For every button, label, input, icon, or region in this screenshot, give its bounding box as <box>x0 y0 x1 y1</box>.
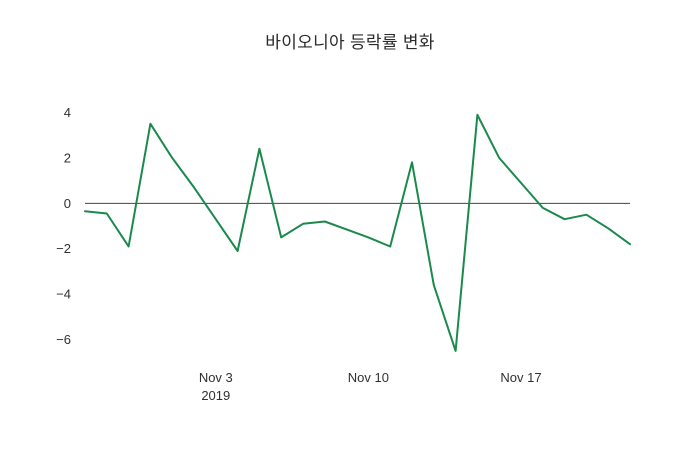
y-axis-tick-label: 4 <box>64 105 71 120</box>
y-axis-tick-label: 0 <box>64 196 71 211</box>
y-axis-tick-label: −6 <box>56 332 71 347</box>
y-axis-tick-label: −2 <box>56 241 71 256</box>
chart-title: 바이오니아 등락률 변화 <box>265 33 435 52</box>
x-axis-year-label: 2019 <box>201 388 230 403</box>
x-axis-tick-label: Nov 10 <box>348 370 389 385</box>
x-axis-tick-label: Nov 3 <box>199 370 233 385</box>
y-axis-tick-label: 2 <box>64 150 71 165</box>
x-axis-tick-label: Nov 17 <box>500 370 541 385</box>
y-axis-tick-label: −4 <box>56 287 71 302</box>
series-line <box>84 113 631 352</box>
